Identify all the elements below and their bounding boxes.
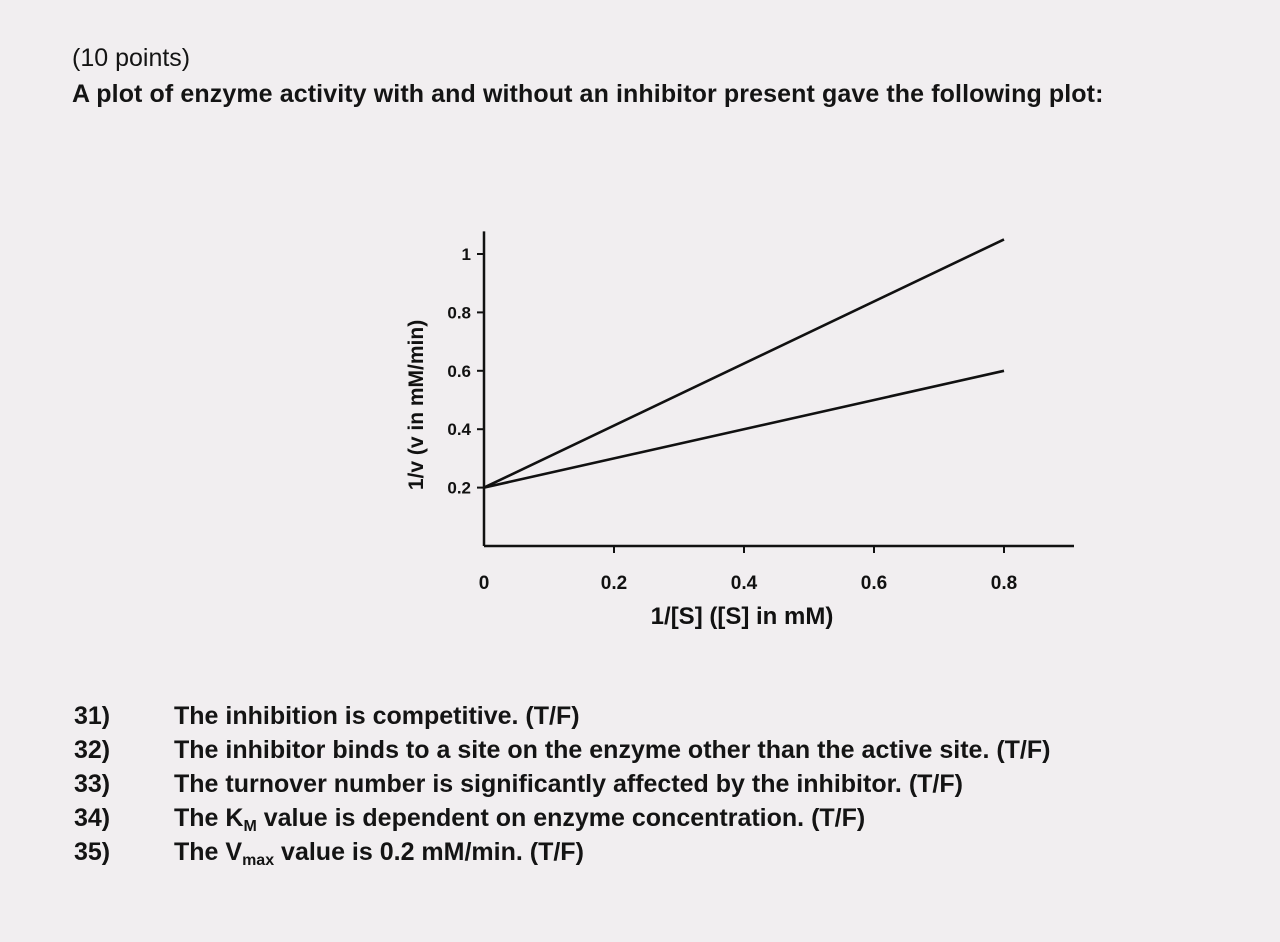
x-tick-label: 0.2: [601, 573, 627, 594]
question-text: The turnover number is significantly aff…: [174, 770, 963, 798]
y-tick-label: 0.6: [447, 362, 471, 381]
question-text: The KM value is dependent on enzyme conc…: [174, 804, 866, 835]
y-axis-label: 1/v (v in mM/min): [405, 320, 428, 490]
points-label: (10 points): [72, 44, 191, 72]
vmax-subscript: max: [242, 852, 275, 869]
question-33: 33) The turnover number is significantly…: [74, 770, 1264, 804]
y-axis-ticks: 0.2 0.4 0.6 0.8 1: [447, 245, 484, 498]
question-35: 35) The Vmax value is 0.2 mM/min. (T/F): [74, 838, 1264, 872]
x-tick-label: 0.4: [731, 573, 758, 594]
x-axis-label: 1/[S] ([S] in mM): [651, 603, 834, 630]
question-text: The inhibitor binds to a site on the enz…: [174, 736, 1051, 764]
km-subscript: M: [243, 818, 257, 835]
question-31: 31) The inhibition is competitive. (T/F): [74, 702, 1264, 736]
question-32: 32) The inhibitor binds to a site on the…: [74, 736, 1264, 770]
y-tick-label: 1: [462, 245, 471, 264]
y-tick-label: 0.8: [447, 303, 471, 322]
series-line-1: [483, 238, 1005, 489]
x-axis-ticks: 0 0.2 0.4 0.6 0.8: [479, 546, 1017, 594]
series-line-2: [483, 369, 1005, 489]
question-prompt: A plot of enzyme activity with and witho…: [72, 80, 1104, 108]
x-tick-label: 0.8: [991, 573, 1017, 594]
question-text: The Vmax value is 0.2 mM/min. (T/F): [174, 838, 584, 869]
x-tick-label: 0: [479, 573, 490, 594]
question-text: The inhibition is competitive. (T/F): [174, 702, 580, 730]
question-number: 32): [74, 736, 111, 764]
y-tick-label: 0.4: [447, 420, 471, 439]
x-tick-label: 0.6: [861, 573, 887, 594]
question-number: 34): [74, 804, 111, 832]
question-number: 35): [74, 838, 111, 866]
y-tick-label: 0.2: [447, 479, 471, 498]
question-number: 31): [74, 702, 111, 730]
question-number: 33): [74, 770, 111, 798]
question-list: 31) The inhibition is competitive. (T/F)…: [74, 702, 1264, 872]
question-34: 34) The KM value is dependent on enzyme …: [74, 804, 1264, 838]
plot-lines: [483, 238, 1005, 489]
